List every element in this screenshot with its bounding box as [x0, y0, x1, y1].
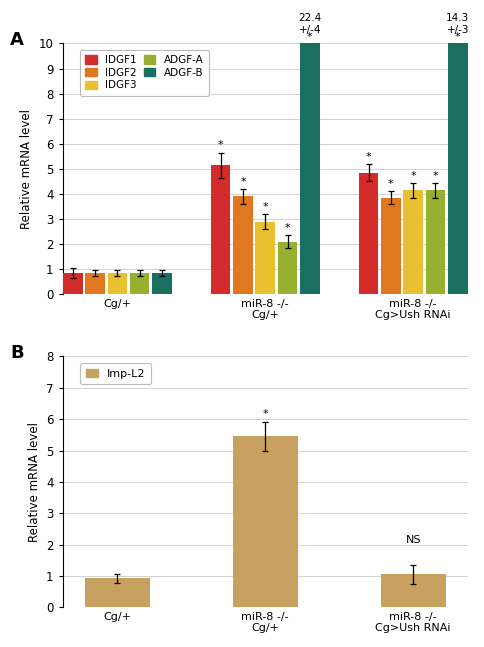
Bar	[152, 273, 172, 294]
Bar	[130, 273, 150, 294]
Y-axis label: Relative mRNA level: Relative mRNA level	[28, 422, 41, 542]
Bar	[278, 241, 297, 294]
Text: *: *	[262, 409, 268, 419]
Text: A: A	[10, 31, 24, 49]
Text: *: *	[366, 152, 371, 162]
Bar	[233, 197, 253, 294]
Text: B: B	[10, 344, 24, 362]
Text: 14.3
+/-3: 14.3 +/-3	[446, 13, 469, 35]
Bar	[233, 437, 298, 608]
Bar	[381, 575, 446, 608]
Text: *: *	[240, 177, 246, 187]
Legend: IDGF1, IDGF2, IDGF3, ADGF-A, ADGF-B: IDGF1, IDGF2, IDGF3, ADGF-A, ADGF-B	[80, 50, 209, 96]
Text: *: *	[285, 223, 290, 234]
Bar	[448, 43, 468, 294]
Bar	[403, 190, 423, 294]
Bar	[85, 578, 150, 608]
Bar	[425, 190, 445, 294]
Legend: Imp-L2: Imp-L2	[80, 363, 151, 384]
Text: NS: NS	[406, 534, 421, 545]
Bar	[85, 273, 105, 294]
Text: *: *	[218, 140, 224, 150]
Bar	[107, 273, 127, 294]
Text: *: *	[455, 32, 461, 42]
Bar	[256, 221, 275, 294]
Text: *: *	[388, 179, 393, 190]
Bar	[381, 198, 401, 294]
Text: *: *	[433, 171, 438, 181]
Bar	[300, 43, 319, 294]
Text: *: *	[410, 171, 416, 181]
Bar	[63, 273, 83, 294]
Text: *: *	[307, 32, 313, 42]
Text: 22.4
+/-4: 22.4 +/-4	[298, 13, 321, 35]
Bar	[359, 173, 378, 294]
Bar	[211, 165, 230, 294]
Text: *: *	[262, 202, 268, 212]
Y-axis label: Relative mRNA level: Relative mRNA level	[20, 109, 33, 229]
